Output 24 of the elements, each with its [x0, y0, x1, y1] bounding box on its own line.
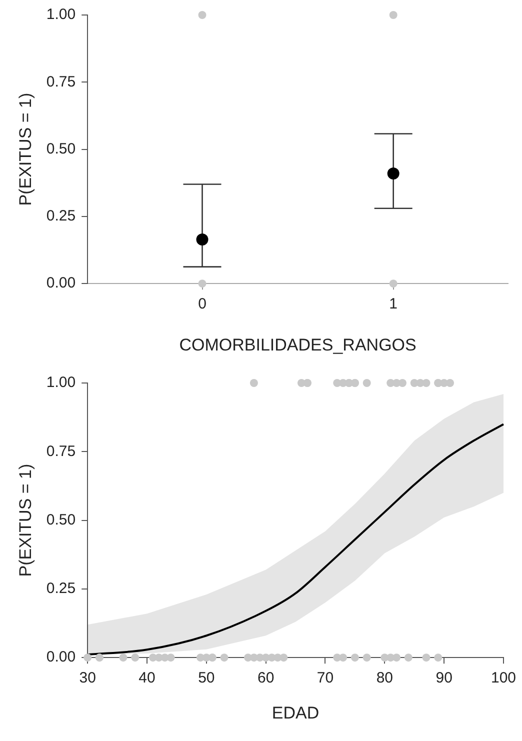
x-tick-label: 90: [436, 670, 452, 687]
x-tick-label: 0: [198, 296, 206, 313]
x-tick-label: 60: [257, 670, 274, 687]
y-tick-label: 0.50: [46, 511, 76, 528]
x-tick-label: 80: [376, 670, 394, 687]
x-axis-title: EDAD: [272, 703, 320, 722]
x-axis-title: COMORBILIDADES_RANGOS: [179, 335, 416, 354]
x-tick-label: 100: [490, 670, 516, 687]
y-tick-label: 0.75: [46, 73, 76, 90]
y-tick-label: 0.50: [46, 140, 76, 158]
x-tick-label: 70: [316, 670, 334, 687]
y-tick-label: 0.75: [46, 442, 76, 460]
y-tick-label: 0.00: [46, 648, 76, 666]
y-tick-label: 0.25: [46, 208, 76, 225]
y-tick-label: 0.00: [46, 274, 76, 292]
y-axis-title: P(EXITUS = 1): [16, 464, 35, 577]
x-tick-label: 1: [389, 296, 398, 313]
x-tick-label: 40: [138, 670, 156, 687]
y-tick-label: 1.00: [46, 6, 76, 24]
x-tick-label: 50: [198, 670, 215, 687]
y-axis-title: P(EXITUS = 1): [16, 92, 35, 206]
y-tick-label: 1.00: [46, 374, 76, 392]
x-tick-label: 30: [79, 670, 96, 687]
y-tick-label: 0.25: [46, 580, 76, 598]
